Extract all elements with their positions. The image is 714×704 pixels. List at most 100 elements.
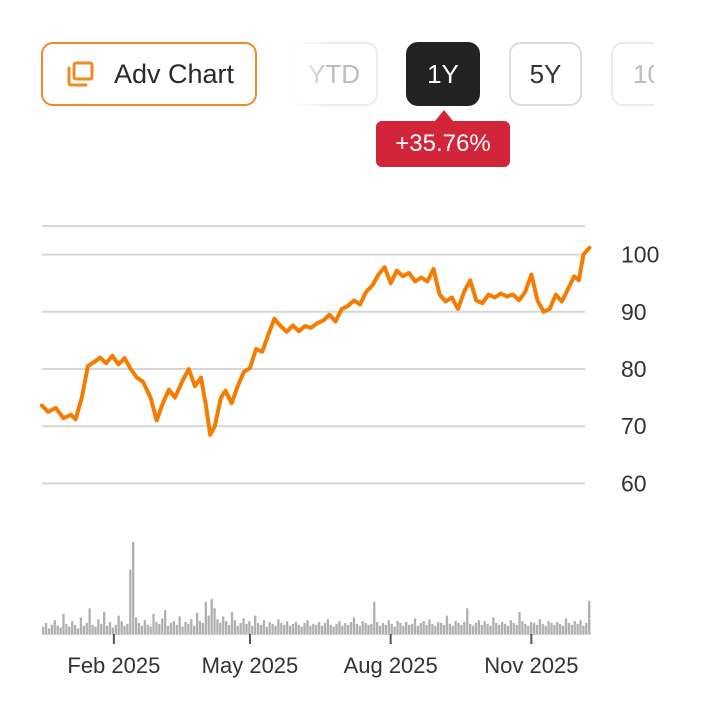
volume-bar — [489, 625, 492, 634]
volume-bar — [152, 613, 155, 634]
volume-bar — [460, 624, 463, 634]
volume-bar — [355, 623, 359, 634]
volume-bar — [114, 624, 117, 634]
volume-bar — [201, 622, 205, 634]
volume-bar — [184, 622, 187, 634]
volume-bar — [149, 626, 152, 634]
adv-chart-button[interactable]: Adv Chart — [41, 42, 257, 106]
volume-bar — [564, 618, 568, 634]
range-label-5y: 5Y — [529, 58, 562, 89]
volume-bar — [347, 624, 350, 634]
volume-bar — [312, 623, 315, 634]
volume-bar — [277, 619, 280, 634]
volume-bar — [178, 616, 181, 634]
volume-bar — [198, 621, 202, 634]
volume-bar — [561, 625, 565, 634]
volume-bar — [280, 622, 283, 634]
volume-bar — [204, 601, 207, 634]
volume-bar — [332, 626, 335, 634]
volume-bar — [425, 624, 428, 634]
volume-bar — [521, 621, 524, 634]
volume-bar — [73, 624, 77, 634]
volume-bar — [573, 621, 576, 634]
volume-bar — [451, 625, 454, 634]
volume-bar — [361, 621, 364, 634]
volume-bar — [550, 622, 553, 634]
volume-bar — [213, 608, 216, 634]
volume-bar — [233, 620, 237, 634]
volume-bar — [265, 626, 268, 634]
volume-bar — [175, 624, 178, 634]
volume-bar — [262, 620, 266, 634]
volume-bar — [338, 621, 341, 634]
volume-bar — [195, 612, 199, 634]
volume-bar — [457, 622, 460, 634]
volume-bar — [248, 621, 251, 634]
volume-bar — [120, 621, 123, 634]
volume-bar — [239, 622, 242, 634]
volume-bar — [105, 625, 109, 634]
x-tick-label: Feb 2025 — [67, 653, 160, 678]
volume-bar — [454, 621, 457, 634]
volume-bar — [463, 622, 466, 634]
volume-bar — [271, 623, 274, 634]
volume-bar — [498, 624, 501, 634]
volume-bar — [297, 624, 300, 634]
layers-icon — [67, 61, 94, 87]
x-tick-label: Nov 2025 — [484, 653, 578, 678]
volume-bar — [419, 622, 422, 634]
x-tick-label: Aug 2025 — [344, 653, 438, 678]
volume-bar — [82, 625, 85, 634]
x-tick-label: May 2025 — [202, 653, 299, 678]
volume-bar — [541, 623, 544, 634]
volume-bar — [140, 625, 144, 634]
volume-bar — [268, 622, 271, 634]
y-tick-label: 80 — [621, 356, 647, 382]
y-tick-label: 70 — [621, 413, 647, 439]
volume-bar — [222, 616, 225, 634]
volume-bar — [254, 615, 257, 634]
volume-bar — [413, 618, 417, 634]
range-button-5y[interactable]: 5Y — [509, 42, 582, 106]
volume-bar — [44, 622, 48, 634]
volume-bar — [181, 626, 184, 634]
volume-bar — [341, 625, 344, 634]
volume-bar — [378, 625, 382, 634]
volume-bar — [492, 617, 495, 634]
volume-bar — [137, 622, 141, 634]
volume-bar — [434, 625, 437, 634]
volume-bar — [367, 624, 370, 634]
volume-bar — [85, 622, 88, 634]
volume-bar — [126, 623, 129, 634]
volume-bar — [582, 625, 585, 634]
volume-bar — [344, 622, 347, 634]
volume-bar — [387, 620, 390, 634]
change-badge-pointer — [435, 110, 453, 121]
volume-bar — [91, 624, 94, 634]
volume-bar — [410, 623, 414, 634]
volume-bar — [535, 624, 539, 634]
volume-bar — [402, 625, 405, 634]
volume-bar — [132, 542, 135, 634]
volume-bar — [56, 625, 59, 634]
volume-bar — [352, 617, 356, 634]
volume-bar — [477, 620, 481, 634]
price-line — [40, 245, 592, 437]
volume-bar — [193, 625, 196, 634]
volume-bar — [370, 623, 373, 634]
volume-bar — [416, 625, 420, 634]
volume-bar — [59, 627, 62, 634]
volume-bar — [576, 623, 579, 634]
volume-bar — [274, 625, 277, 634]
volume-bar — [123, 625, 126, 634]
range-button-1y[interactable]: 1Y — [406, 42, 480, 106]
volume-bar — [373, 601, 376, 634]
volume-bar — [431, 623, 434, 634]
volume-bar — [242, 618, 245, 634]
volume-bar — [437, 622, 440, 634]
volume-bar — [134, 617, 138, 634]
volume-bar — [527, 625, 530, 634]
volume-bar — [71, 621, 74, 634]
volume-bar — [158, 623, 161, 634]
volume-bar — [210, 599, 213, 634]
